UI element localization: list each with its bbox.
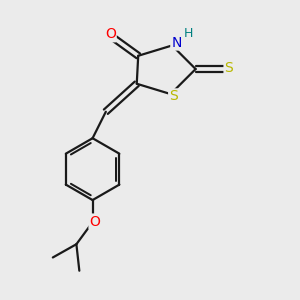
Text: O: O bbox=[105, 27, 116, 41]
Text: S: S bbox=[224, 61, 233, 75]
Text: N: N bbox=[171, 35, 182, 50]
Text: O: O bbox=[89, 214, 100, 229]
Text: S: S bbox=[169, 89, 178, 103]
Text: H: H bbox=[184, 27, 193, 40]
